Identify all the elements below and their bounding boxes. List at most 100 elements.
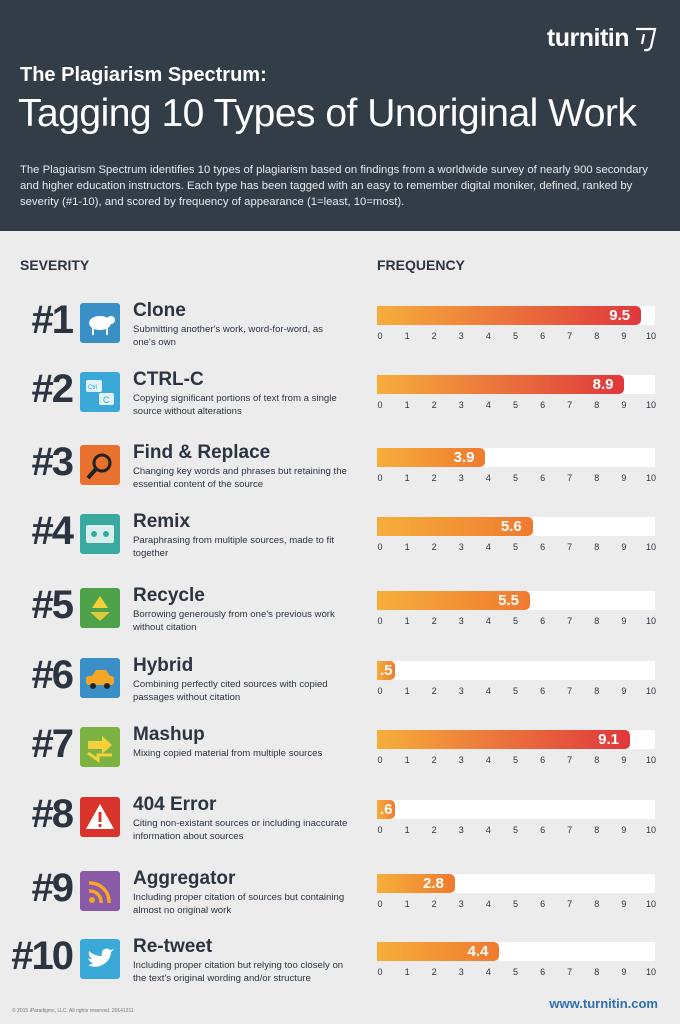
type-name: Re-tweet <box>133 936 213 957</box>
tick-label: 0 <box>377 616 383 626</box>
tick-label: 10 <box>645 400 656 410</box>
tick-label: 10 <box>645 967 656 977</box>
footer-url[interactable]: www.turnitin.com <box>549 996 658 1011</box>
tick-label: 4 <box>485 899 491 909</box>
tick-label: 10 <box>645 899 656 909</box>
tick-label: 8 <box>594 473 600 483</box>
rank-label: #2 <box>31 367 75 411</box>
tick-label: 10 <box>645 473 656 483</box>
tick-label: 1 <box>404 400 410 410</box>
bar-track: 5.5 <box>377 591 655 610</box>
rss-icon <box>80 871 120 911</box>
tick-label: 5 <box>512 825 518 835</box>
tick-label: 1 <box>404 331 410 341</box>
type-description: Copying significant portions of text fro… <box>133 393 337 417</box>
tick-label: 7 <box>567 755 573 765</box>
bar-value-label: 9.5 <box>609 307 631 324</box>
tick-label: 5 <box>512 473 518 483</box>
tick-label: 6 <box>540 400 546 410</box>
type-name: Find & Replace <box>133 442 271 463</box>
tick-label: 1 <box>404 616 410 626</box>
tick-label: 10 <box>645 755 656 765</box>
type-name: Hybrid <box>133 655 194 676</box>
sheep-icon <box>80 303 120 343</box>
rank-label: #10 <box>11 934 74 978</box>
tick-label: 6 <box>540 686 546 696</box>
bar-track: .6 <box>377 800 655 819</box>
list-item: #9 Aggregator Including proper citation of… <box>0 866 680 938</box>
severity-heading: SEVERITY <box>20 257 90 273</box>
bar-recycle <box>377 591 530 610</box>
rank-label: #3 <box>31 440 75 484</box>
tick-label: 10 <box>645 616 656 626</box>
bar-re-tweet <box>377 942 500 961</box>
tick-label: 1 <box>404 686 410 696</box>
bar-value-label: .6 <box>380 801 393 818</box>
bar-track: 8.9 <box>377 375 655 394</box>
tick-label: 6 <box>540 755 546 765</box>
type-description: Borrowing generously from one's previous… <box>133 609 335 633</box>
tick-label: 5 <box>512 899 518 909</box>
bar-aggregator <box>377 874 455 893</box>
tick-label: 9 <box>621 825 627 835</box>
rank-label: #1 <box>31 298 75 342</box>
type-description: Including proper citation of sources but… <box>133 892 345 916</box>
tick-label: 0 <box>377 331 383 341</box>
magnifier-icon <box>80 445 120 485</box>
type-description: Submitting another's work, word-for-word… <box>133 324 324 348</box>
tick-label: 7 <box>567 542 573 552</box>
svg-text:Ctrl: Ctrl <box>88 385 97 391</box>
tick-label: 6 <box>540 616 546 626</box>
bar-track: 5.6 <box>377 517 655 536</box>
rank-label: #9 <box>31 866 75 910</box>
tick-label: 3 <box>458 755 464 765</box>
tick-label: 9 <box>621 967 627 977</box>
cassette-icon <box>80 514 120 554</box>
bar-track: .5 <box>377 661 655 680</box>
list-item: #8 404 Error Citing non-existant sources o… <box>0 792 680 864</box>
tick-label: 9 <box>621 686 627 696</box>
copyright: © 2015 iParadigms, LLC. All rights reser… <box>12 1008 134 1014</box>
rank-label: #6 <box>31 653 75 697</box>
tick-label: 0 <box>377 825 383 835</box>
tick-label: 2 <box>431 331 437 341</box>
tick-label: 6 <box>540 825 546 835</box>
rank-label: #4 <box>31 509 75 553</box>
bar-hybrid <box>377 661 395 680</box>
tick-label: 8 <box>594 899 600 909</box>
tick-label: 9 <box>621 616 627 626</box>
list-item: #5 Recycle Borrowing generously from one's… <box>0 583 680 655</box>
tick-label: 4 <box>485 616 491 626</box>
tick-label: 3 <box>458 899 464 909</box>
bar-track: 4.4 <box>377 942 655 961</box>
logo-text: turnitin <box>546 24 630 52</box>
tick-label: 3 <box>458 331 464 341</box>
tick-label: 0 <box>377 542 383 552</box>
bar-value-label: 9.1 <box>598 731 620 748</box>
type-description: Including proper citation but relying to… <box>133 960 344 984</box>
tick-label: 0 <box>377 473 383 483</box>
frequency-heading: FREQUENCY <box>377 257 465 273</box>
tick-label: 4 <box>485 825 491 835</box>
type-name: Aggregator <box>133 868 236 889</box>
tick-label: 3 <box>458 542 464 552</box>
tick-label: 8 <box>594 967 600 977</box>
tick-label: 7 <box>567 331 573 341</box>
tick-label: 6 <box>540 542 546 552</box>
tick-label: 4 <box>485 331 491 341</box>
tick-label: 3 <box>458 400 464 410</box>
tick-label: 8 <box>594 400 600 410</box>
tick-label: 2 <box>431 899 437 909</box>
tick-label: 8 <box>594 825 600 835</box>
list-item: #4 Remix Paraphrasing from multiple source… <box>0 509 680 581</box>
rank-label: #7 <box>31 722 75 766</box>
type-name: Recycle <box>133 585 205 606</box>
tick-label: 4 <box>485 967 491 977</box>
tick-label: 10 <box>645 825 656 835</box>
tick-label: 0 <box>377 400 383 410</box>
type-name: Mashup <box>133 724 205 745</box>
warning-icon <box>80 797 120 837</box>
type-description: Combining perfectly cited sources with c… <box>133 679 328 703</box>
tick-label: 0 <box>377 755 383 765</box>
bar-clone <box>377 306 642 325</box>
